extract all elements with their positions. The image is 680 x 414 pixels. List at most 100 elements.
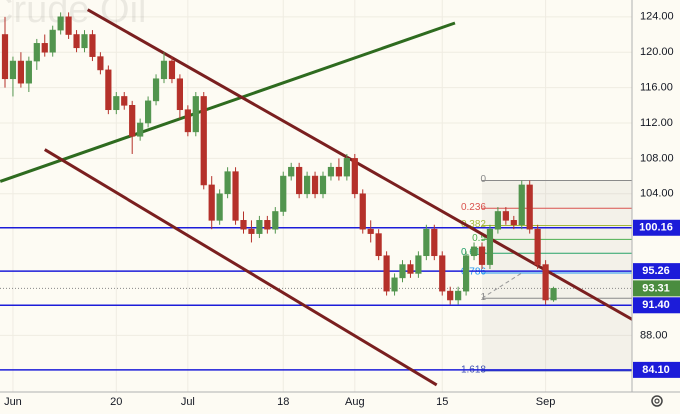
x-tick-label: 15: [436, 396, 448, 408]
candle-body: [9, 60, 17, 80]
candle-body: [359, 193, 366, 230]
axes: 124.00 120.00 116.00 112.00 108.00 104.00 88.0…: [4, 11, 680, 408]
trend-line: [86, 8, 632, 321]
x-tick-label: 20: [110, 396, 122, 408]
candle-body: [319, 175, 327, 195]
candle-body: [200, 96, 207, 186]
candle-body: [288, 166, 295, 177]
candle-body: [25, 60, 32, 84]
candle-body: [113, 96, 120, 111]
fib-label: 0.236: [461, 202, 486, 213]
candle-body: [41, 43, 48, 53]
last-price-tag: 93.31: [642, 282, 670, 294]
price-tag-bg: [633, 297, 680, 314]
candle-body: [49, 29, 56, 53]
candle-body: [105, 69, 112, 111]
candle-body: [534, 228, 541, 265]
y-tick-label: 108.00: [640, 152, 674, 164]
candle-body: [224, 171, 231, 195]
candle-body: [168, 60, 176, 80]
candle-body: [550, 288, 557, 301]
candle-body: [486, 228, 494, 265]
candle-body: [192, 96, 199, 133]
candle-body: [542, 264, 549, 301]
x-tick-label: Aug: [345, 396, 365, 408]
y-tick-label: 124.00: [640, 11, 674, 23]
candle-body: [510, 220, 517, 226]
price-tag-bg: [633, 361, 680, 378]
candle-body: [240, 220, 247, 230]
candle-body: [518, 184, 525, 226]
candle-body: [152, 78, 160, 102]
settings-icon[interactable]: [651, 395, 663, 407]
price-tag: 84.10: [642, 364, 670, 376]
candle-body: [280, 175, 287, 212]
fib-label: 0.5: [472, 233, 486, 244]
price-tag: 95.26: [642, 265, 670, 277]
candle-body: [303, 175, 311, 195]
trend-line: [0, 21, 456, 183]
candle-body: [494, 211, 502, 230]
y-tick-label: 120.00: [640, 46, 674, 58]
price-tag: 100.16: [639, 222, 673, 234]
price-tag-bg: [633, 263, 680, 280]
candle-body: [399, 264, 406, 279]
candle-body: [311, 175, 319, 195]
candle-body: [232, 171, 239, 221]
candle-body: [478, 246, 486, 265]
y-tick-label: 88.00: [640, 329, 668, 341]
candle-body: [526, 184, 533, 230]
candle-body: [264, 220, 271, 230]
candle-body: [455, 290, 462, 301]
candle-body: [17, 60, 25, 84]
fib-label: 0.786: [461, 267, 486, 278]
candle-body: [383, 255, 390, 292]
candle-body: [296, 166, 303, 195]
candle-body: [335, 166, 343, 177]
candle-body: [145, 100, 152, 124]
candle-body: [73, 34, 80, 49]
x-tick-label: Jun: [4, 396, 22, 408]
candle-body: [1, 34, 9, 80]
candle-body: [248, 228, 255, 234]
candle-body: [327, 166, 335, 177]
candle-body: [97, 56, 104, 71]
candle-body: [351, 158, 358, 195]
candle-body: [89, 34, 96, 57]
candle-body: [423, 228, 430, 257]
fib-trend: [481, 272, 523, 299]
candle-body: [343, 158, 350, 177]
candle-body: [447, 290, 454, 301]
price-tag: 91.40: [642, 299, 670, 311]
candle-body: [208, 184, 215, 221]
candle-body: [216, 193, 223, 221]
y-tick-label: 104.00: [640, 188, 674, 200]
fib-label: 0.382: [461, 219, 486, 230]
candle-body: [176, 78, 184, 111]
candle-body: [391, 277, 398, 292]
candle-body: [129, 105, 136, 137]
last-price-tag-bg: [633, 280, 680, 297]
x-tick-label: Sep: [536, 396, 556, 408]
y-tick-label: 112.00: [640, 117, 673, 129]
fib-label: 0: [480, 174, 486, 185]
candle-body: [121, 96, 128, 106]
candle-body: [407, 264, 414, 274]
watermark: Crude Oil: [0, 0, 147, 31]
candle-body: [470, 246, 478, 257]
candle-body: [439, 255, 446, 292]
x-tick-label: Jul: [181, 396, 195, 408]
trend-line: [43, 148, 438, 387]
candle-body: [431, 228, 438, 257]
y-tick-label: 116.00: [640, 82, 673, 94]
price-tag-bg: [633, 219, 680, 236]
candle-body: [65, 16, 72, 35]
candle-body: [256, 220, 263, 234]
candle-body: [184, 109, 191, 133]
candle-body: [375, 233, 382, 257]
candle-body: [137, 122, 144, 137]
candle-body: [81, 34, 88, 49]
